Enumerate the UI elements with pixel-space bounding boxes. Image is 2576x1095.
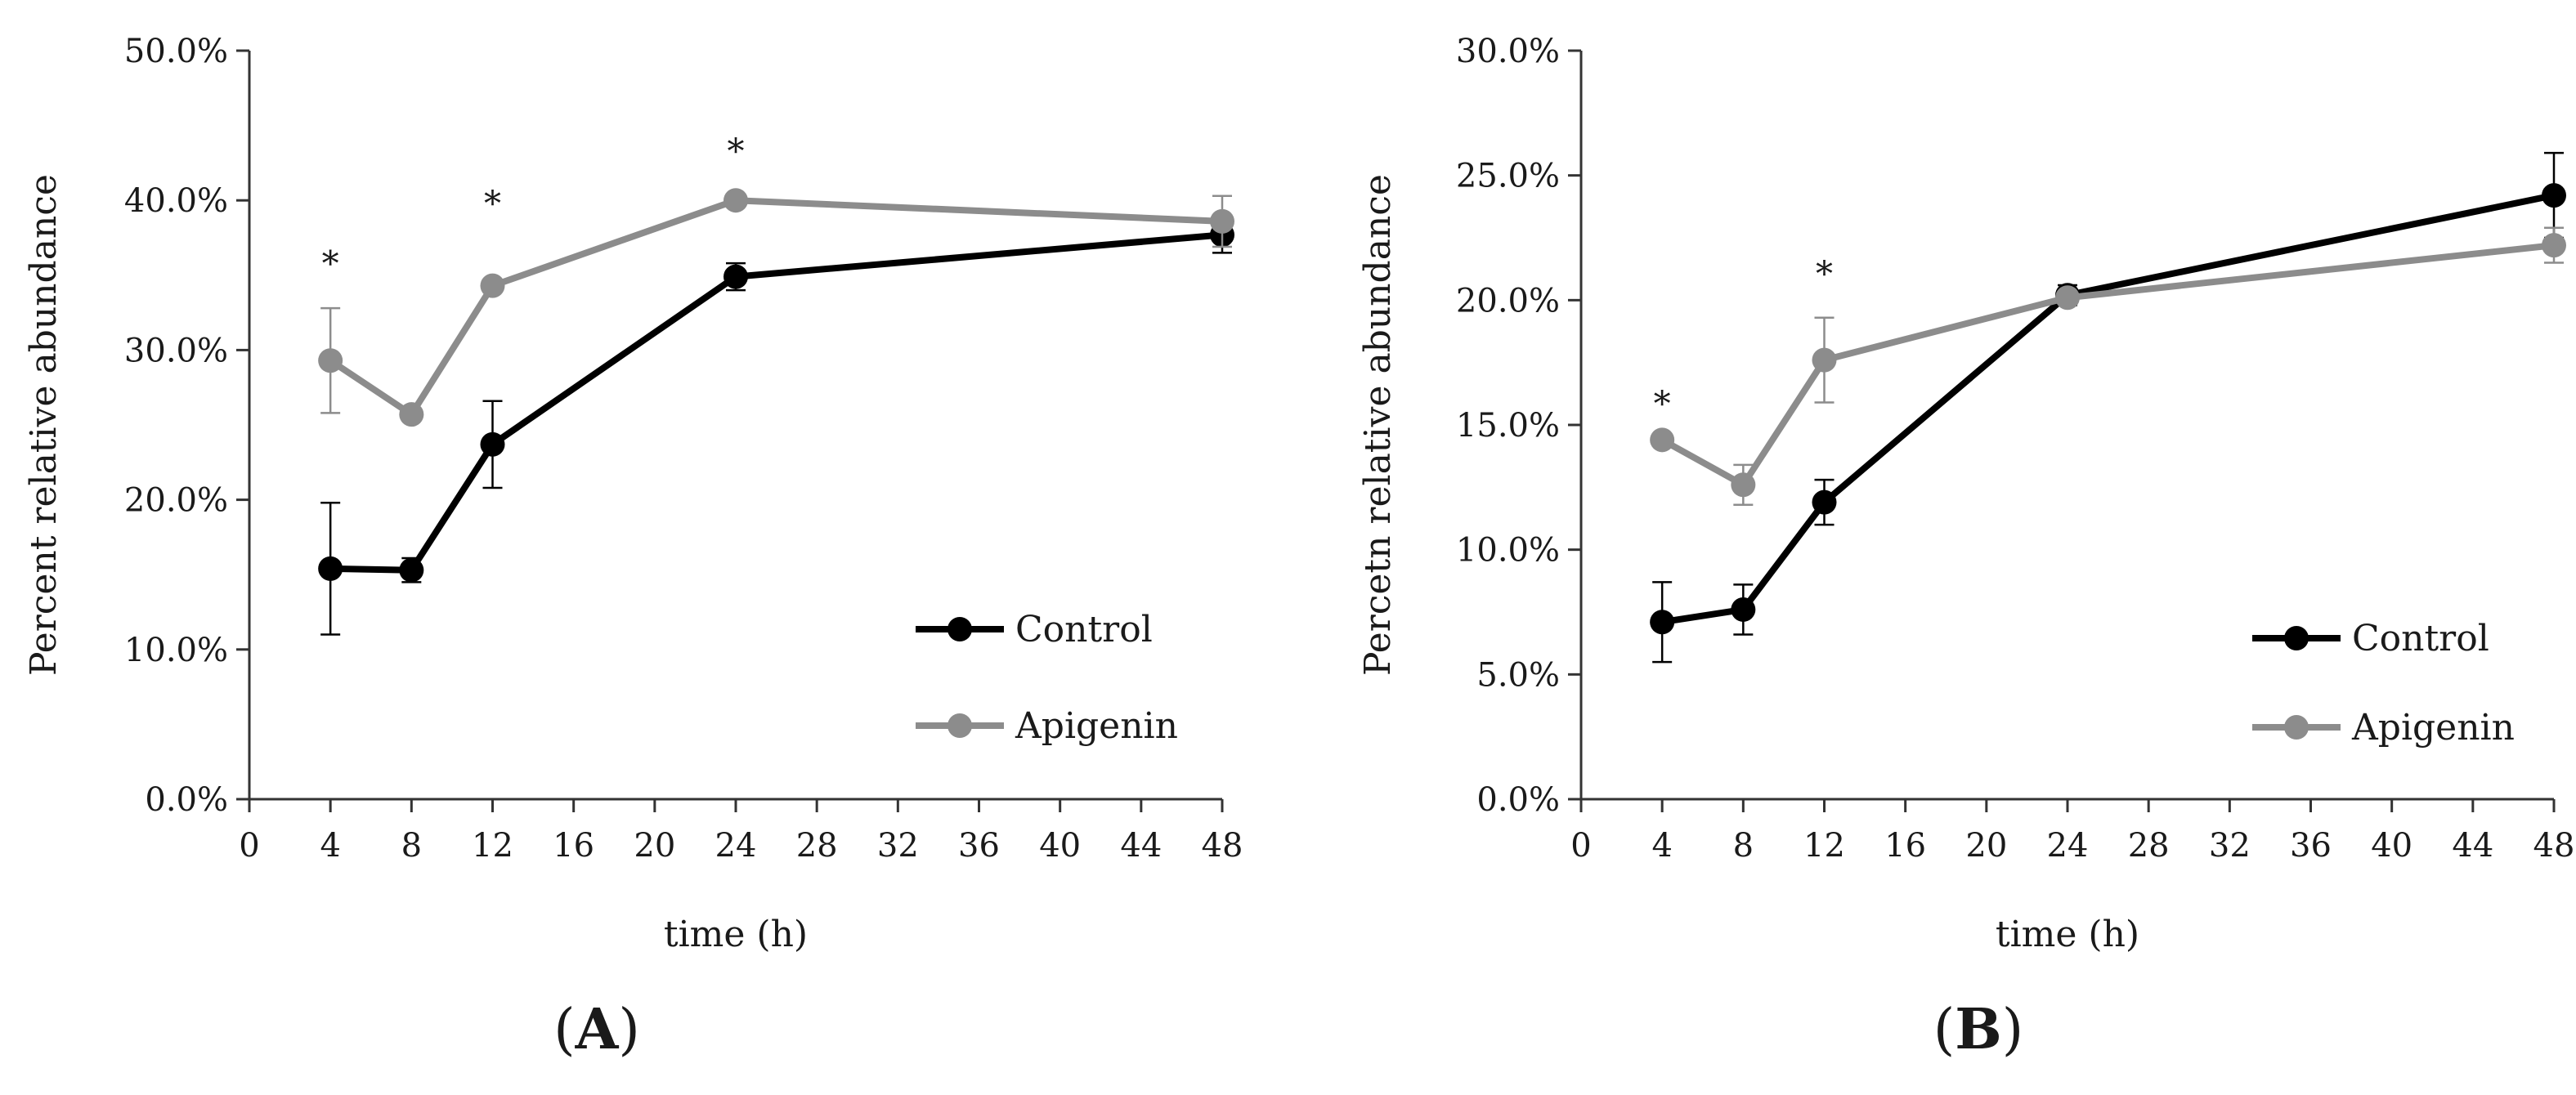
x-tick-label: 20 [1965, 827, 2007, 865]
significance-star: * [322, 244, 339, 284]
x-tick-label: 0 [1570, 827, 1591, 865]
x-axis-title: time (h) [1996, 914, 2139, 955]
legend-marker-control [2284, 626, 2309, 650]
x-tick-label: 32 [2209, 827, 2251, 865]
data-point-control [2542, 183, 2566, 208]
x-tick-label: 16 [553, 827, 594, 865]
y-tick-label: 0.0% [145, 781, 228, 819]
x-tick-label: 16 [1884, 827, 1926, 865]
x-tick-label: 44 [1120, 827, 1162, 865]
legend-label-apigenin: Apigenin [1015, 705, 1178, 747]
panel-label: (B) [1933, 997, 2024, 1062]
data-point-control [399, 557, 424, 583]
panel-letter: A [575, 997, 620, 1062]
y-tick-label: 5.0% [1476, 656, 1560, 694]
x-tick-label: 28 [2128, 827, 2170, 865]
x-tick-label: 48 [1202, 827, 1243, 865]
y-tick-label: 20.0% [1456, 282, 1560, 320]
y-tick-label: 40.0% [124, 182, 228, 220]
x-tick-label: 36 [2290, 827, 2332, 865]
y-tick-label: 20.0% [124, 482, 228, 520]
legend-marker-control [948, 617, 972, 641]
series-line-apigenin [1660, 242, 2555, 489]
y-tick-label: 15.0% [1456, 407, 1560, 445]
data-point-apigenin [1812, 347, 1837, 373]
x-tick-label: 24 [715, 827, 757, 865]
chart-panel-b: 0.0%5.0%10.0%15.0%20.0%25.0%30.0%0 4 8 12 16… [1357, 33, 2574, 1062]
data-point-control [1650, 610, 1675, 635]
chart-panel-a: 0.0%10.0%20.0%30.0%40.0%50.0%0 4 8 12 16 20 24… [23, 33, 1243, 1062]
y-tick-label: 25.0% [1456, 158, 1560, 195]
y-tick-label: 30.0% [124, 332, 228, 369]
x-tick-label: 4 [1651, 827, 1672, 865]
y-tick-label: 10.0% [1456, 532, 1560, 570]
series-line-control [330, 231, 1223, 574]
y-axis-title: Percent relative abundance [23, 174, 65, 676]
x-tick-label: 20 [634, 827, 675, 865]
data-point-apigenin [2542, 233, 2566, 258]
panel-letter: B [1955, 997, 2001, 1062]
data-point-control [318, 556, 343, 581]
data-point-control [724, 264, 748, 289]
y-tick-label: 0.0% [1476, 781, 1560, 819]
legend-marker-apigenin [948, 713, 972, 738]
x-tick-label: 8 [1733, 827, 1754, 865]
data-point-apigenin [1650, 427, 1675, 453]
data-point-control [480, 431, 505, 457]
data-point-apigenin [2055, 285, 2080, 311]
panel-label: (A) [553, 997, 640, 1062]
data-point-control [1731, 597, 1756, 622]
x-tick-label: 28 [796, 827, 838, 865]
x-tick-label: 12 [1803, 827, 1845, 865]
data-point-apigenin [480, 273, 505, 298]
significance-star: * [484, 184, 501, 224]
x-tick-label: 36 [958, 827, 1000, 865]
data-point-control [1812, 489, 1837, 515]
x-tick-label: 40 [2371, 827, 2412, 865]
y-tick-label: 10.0% [124, 632, 228, 669]
x-tick-label: 8 [401, 827, 422, 865]
data-point-apigenin [399, 402, 424, 427]
x-tick-label: 48 [2533, 827, 2575, 865]
x-tick-label: 12 [472, 827, 513, 865]
x-tick-label: 24 [2047, 827, 2089, 865]
legend-label-control: Control [2352, 618, 2489, 659]
x-tick-label: 0 [239, 827, 259, 865]
y-axis-title: Percetn relative abundance [1357, 174, 1399, 676]
y-tick-label: 50.0% [124, 33, 228, 70]
data-point-apigenin [724, 188, 748, 213]
x-tick-label: 44 [2452, 827, 2493, 865]
y-tick-label: 30.0% [1456, 33, 1560, 70]
series-line-apigenin [328, 197, 1223, 418]
x-tick-label: 4 [320, 827, 340, 865]
data-point-apigenin [318, 348, 343, 373]
x-tick-label: 32 [877, 827, 919, 865]
x-tick-label: 40 [1039, 827, 1081, 865]
data-point-apigenin [1731, 472, 1756, 498]
data-point-apigenin [1210, 208, 1234, 234]
legend-label-apigenin: Apigenin [2351, 707, 2515, 749]
significance-star: * [728, 131, 745, 171]
legend-label-control: Control [1015, 609, 1153, 650]
significance-star: * [1816, 254, 1833, 294]
x-axis-title: time (h) [664, 914, 808, 955]
significance-star: * [1654, 383, 1671, 423]
legend-marker-apigenin [2284, 715, 2309, 740]
